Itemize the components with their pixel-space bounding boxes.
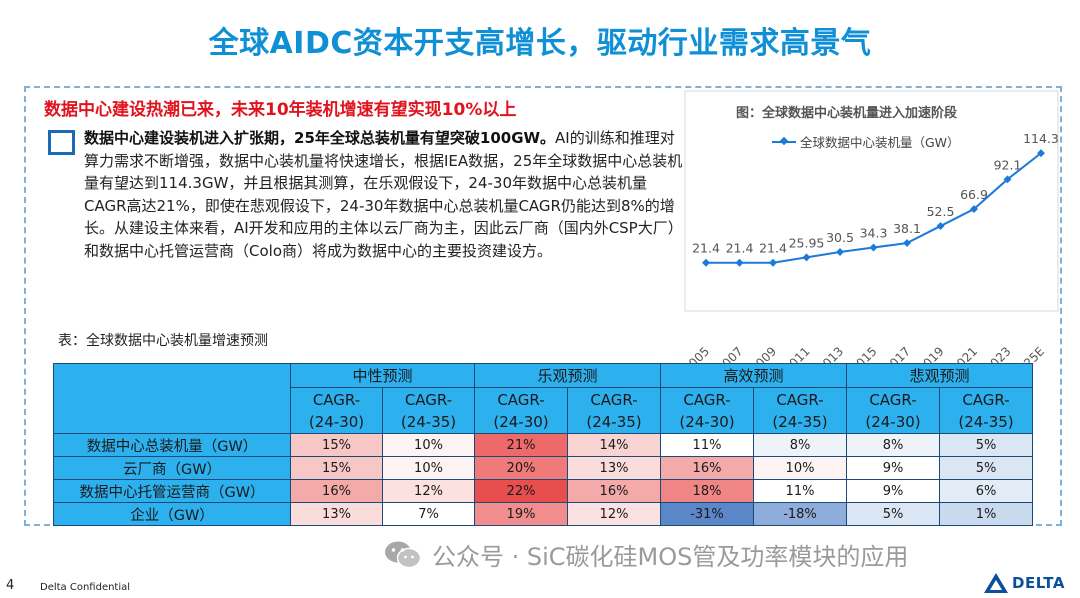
chart-plot-border [684, 90, 1059, 312]
group-header: 乐观预测 [474, 363, 661, 388]
bullet-box-icon [48, 130, 75, 155]
data-label: 92.1 [994, 157, 1022, 172]
data-label: 21.4 [759, 241, 787, 256]
cagr-sub-header: CAGR- (24-30) [660, 387, 754, 434]
data-point [802, 253, 811, 262]
table-group-header-row: 中性预测 乐观预测 高效预测 悲观预测 [53, 363, 1033, 434]
installed-capacity-chart: 21.4 21.4 21.4 25.95 30.5 34.3 38.152.566.992.… [684, 90, 1059, 370]
cagr-sub-header: CAGR- (24-35) [939, 387, 1033, 434]
data-label: 114.3 [1023, 131, 1059, 146]
table-caption: 表：全球数据中心装机量增速预测 [58, 333, 268, 349]
watermark-text: 公众号 · SiC碳化硅MOS管及功率模块的应用 [432, 543, 909, 571]
table-cell: 12% [382, 479, 475, 503]
growth-forecast-table: 中性预测 乐观预测 高效预测 悲观预测 CAGR- (24-30) CAGR- (… [53, 363, 1033, 526]
table-cell: 5% [939, 433, 1033, 457]
data-point [702, 258, 710, 267]
watermark: 公众号 · SiC碳化硅MOS管及功率模块的应用 [384, 537, 908, 572]
table-cell: 13% [290, 502, 383, 526]
logo-text: DELTA [1012, 574, 1065, 592]
table-cell: 5% [846, 502, 940, 526]
cagr-sub-header: CAGR- (24-30) [474, 387, 568, 434]
table-cell: 6% [939, 479, 1033, 503]
row-label: 数据中心托管运营商（GW） [53, 479, 291, 503]
row-label: 企业（GW） [53, 502, 291, 526]
table-row: 云厂商（GW） 15% 10% 20% 13% 16% 10% 9% 5% [53, 456, 1033, 480]
chart-title: 图：全球数据中心装机量进入加速阶段 [736, 106, 958, 121]
table-cell: 18% [660, 479, 754, 503]
table-cell: 11% [753, 479, 847, 503]
data-point [1037, 149, 1045, 158]
table-row: 数据中心托管运营商（GW） 16% 12% 22% 16% 18% 11% 9% 6% [53, 479, 1033, 503]
delta-logo: DELTA [983, 572, 1065, 594]
table-cell: 11% [660, 433, 754, 457]
table-cell: 8% [753, 433, 847, 457]
row-label: 云厂商（GW） [53, 456, 291, 480]
data-label: 25.95 [789, 235, 825, 250]
group-header: 高效预测 [660, 363, 847, 388]
table-cell: 19% [474, 502, 568, 526]
data-label: 38.1 [893, 221, 921, 236]
page-number: 4 [6, 578, 15, 593]
body-paragraph: 数据中心建设装机进入扩张期，25年全球总装机量有望突破100GW。AI的训练和推… [84, 127, 688, 262]
data-point [769, 258, 777, 267]
table-cell: 16% [660, 456, 754, 480]
slide-title: 全球AIDC资本开支高增长，驱动行业需求高景气 [208, 26, 872, 61]
table-cell: 22% [474, 479, 568, 503]
data-label: 21.4 [726, 241, 754, 256]
table-cell: -18% [753, 502, 847, 526]
table-cell: 10% [382, 433, 475, 457]
cagr-sub-header: CAGR- (24-35) [567, 387, 661, 434]
paragraph-body: AI的训练和推理对算力需求不断增强，数据中心装机量将快速增长，根据IEA数据，2… [84, 129, 683, 260]
table-row: 数据中心总装机量（GW） 15% 10% 21% 14% 11% 8% 8% 5% [53, 433, 1033, 457]
row-label: 数据中心总装机量（GW） [53, 433, 291, 457]
table-cell: 10% [382, 456, 475, 480]
table-cell: 8% [846, 433, 940, 457]
table-sub-header-row: CAGR- (24-30) CAGR- (24-35) CAGR- (24-30) C… [54, 387, 1033, 434]
group-header: 中性预测 [290, 363, 475, 388]
data-label: 52.5 [927, 204, 955, 219]
data-point [836, 248, 844, 256]
data-point [936, 222, 945, 231]
chart-legend: 全球数据中心装机量（GW） [772, 132, 960, 151]
table-cell: 9% [846, 479, 940, 503]
table-row: 企业（GW） 13% 7% 19% 12% -31% -18% 5% 1% [53, 502, 1033, 526]
data-point [869, 243, 878, 252]
table-cell: 16% [567, 479, 661, 503]
paragraph-lead: 数据中心建设装机进入扩张期，25年全球总装机量有望突破100GW。 [84, 129, 556, 147]
cagr-sub-header: CAGR- (24-35) [382, 387, 475, 434]
cagr-sub-header: CAGR- (24-30) [846, 387, 940, 434]
data-label: 34.3 [860, 226, 888, 241]
data-point [735, 258, 744, 267]
table-cell: 21% [474, 433, 568, 457]
table-cell: 5% [939, 456, 1033, 480]
cagr-sub-header: CAGR- (24-30) [290, 387, 383, 434]
delta-triangle-icon [984, 573, 1008, 593]
headline: 数据中心建设热潮已来，未来10年装机增速有望实现10%以上 [44, 100, 517, 120]
confidential-label: Delta Confidential [40, 582, 131, 593]
data-label: 30.5 [826, 230, 854, 245]
table-cell: 16% [290, 479, 383, 503]
wechat-icon [385, 541, 422, 568]
data-label: 66.9 [960, 187, 988, 202]
data-point [903, 239, 911, 248]
table-cell: 10% [753, 456, 847, 480]
group-header: 悲观预测 [846, 363, 1033, 388]
data-label: 21.4 [692, 241, 720, 256]
table-cell: 15% [290, 456, 383, 480]
table-cell: 7% [382, 502, 475, 526]
table-cell: 13% [567, 456, 661, 480]
table-cell: 1% [939, 502, 1033, 526]
table-cell: 15% [290, 433, 383, 457]
table-cell: 9% [846, 456, 940, 480]
table-cell: 14% [567, 433, 661, 457]
legend-label: 全球数据中心装机量（GW） [800, 135, 960, 150]
legend-line-icon [772, 140, 796, 143]
table-corner-cell [53, 363, 291, 434]
table-cell: 12% [567, 502, 661, 526]
cagr-sub-header: CAGR- (24-35) [753, 387, 847, 434]
table-cell: 20% [474, 456, 568, 480]
table-cell: -31% [660, 502, 754, 526]
